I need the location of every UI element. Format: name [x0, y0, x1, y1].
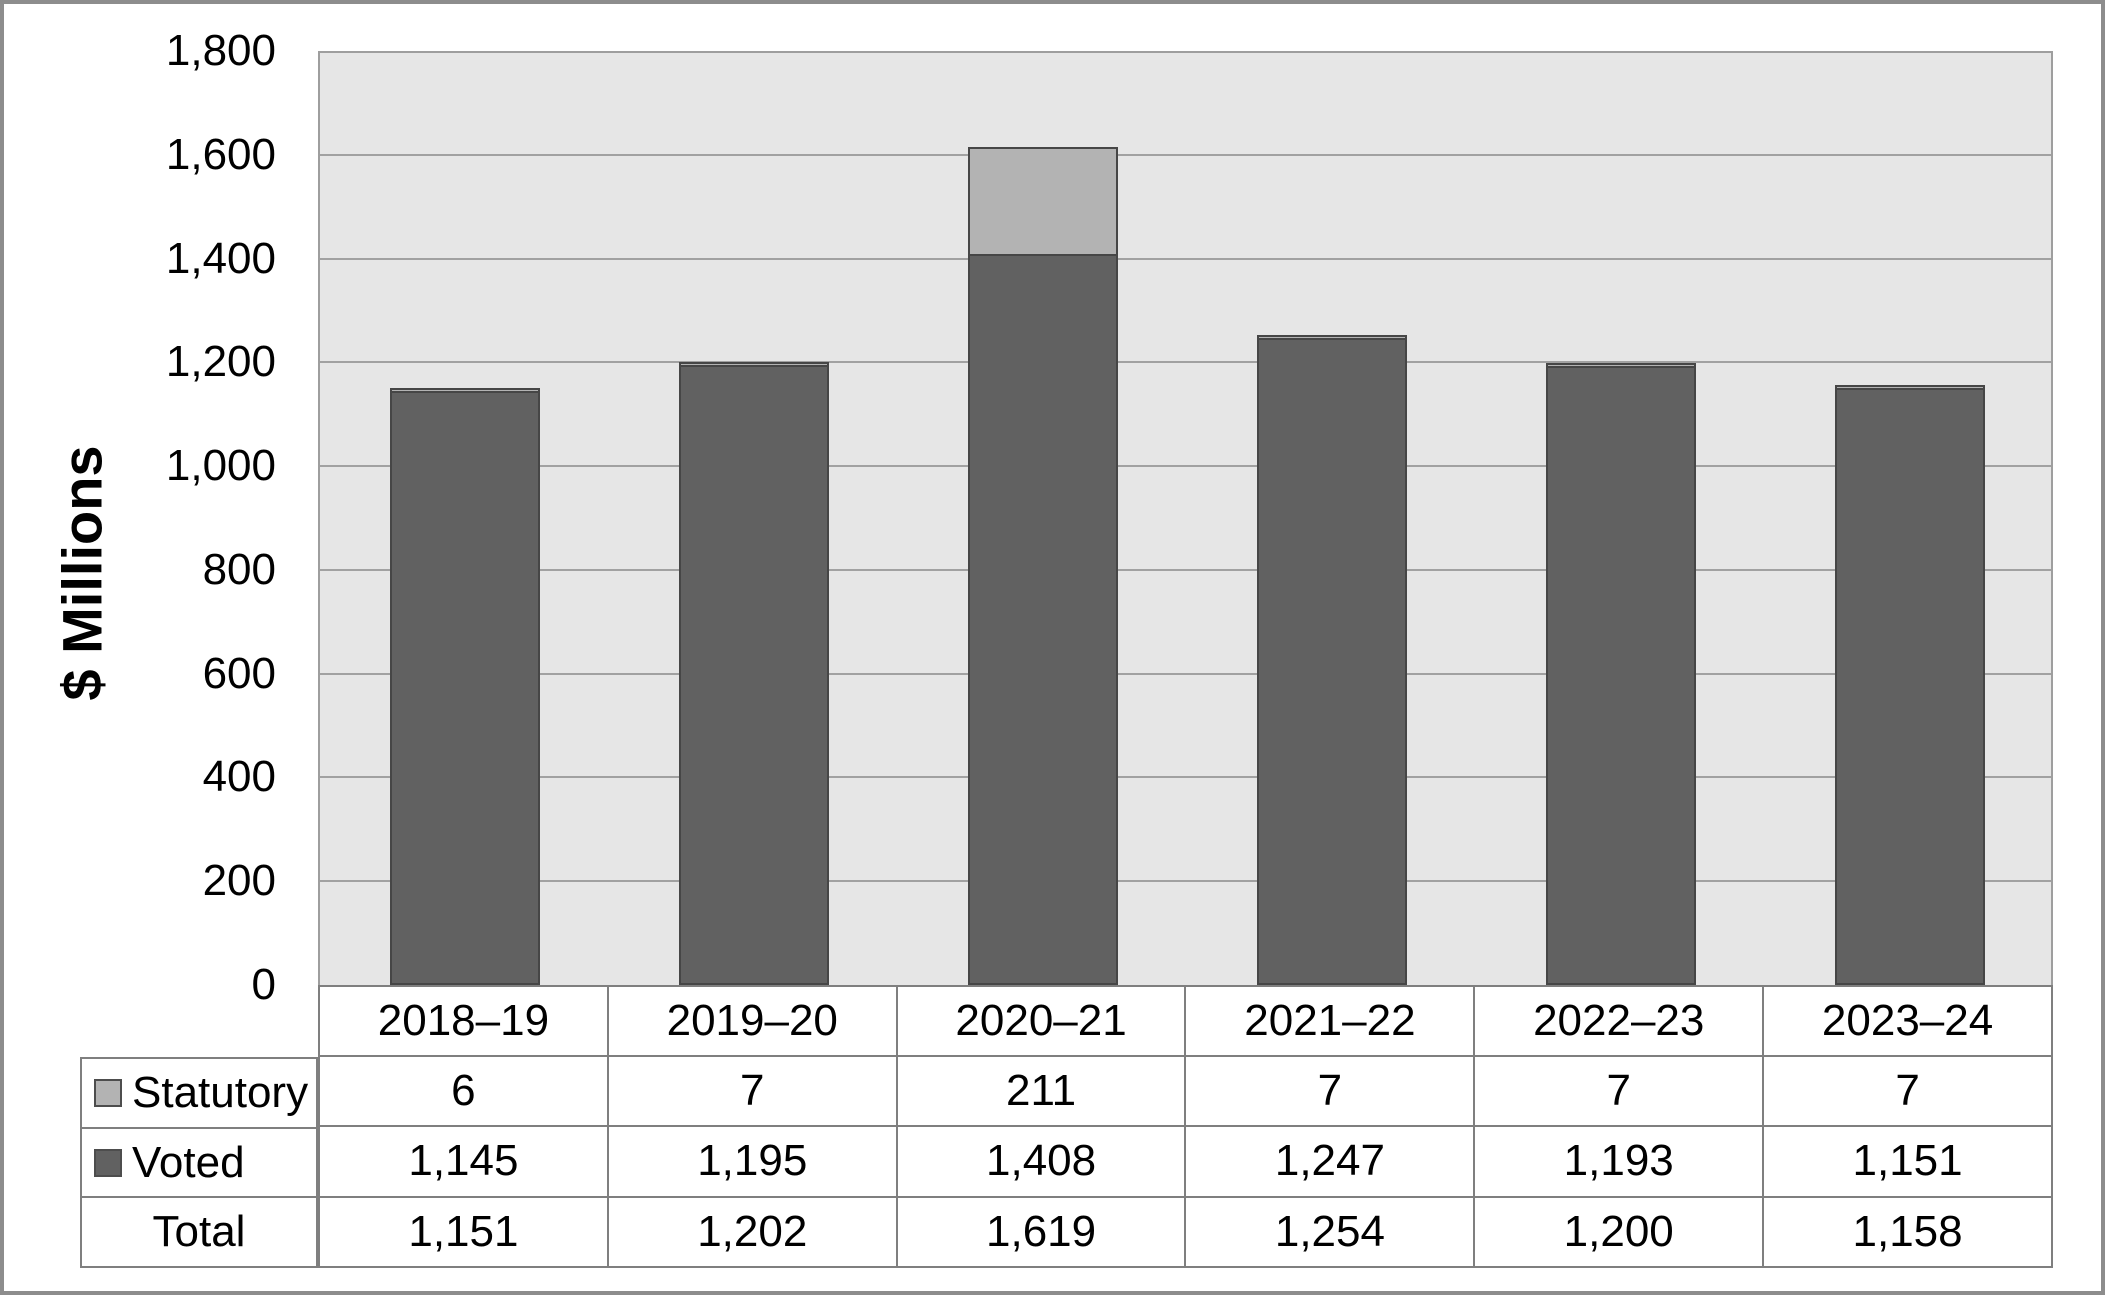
row-label-voted: Voted	[82, 1129, 316, 1199]
gridline-200	[320, 880, 2051, 883]
category-label-2018–19: 2018–19	[320, 987, 609, 1055]
table-legend-column: Statutory Voted Total	[80, 1057, 318, 1268]
x-axis-category-row: 2018–19 2019–20 2020–21 2021–22 2022–23 2023–…	[318, 985, 2053, 1057]
y-tick-label-0: 0	[251, 960, 276, 1009]
value-total-2019–20: 1,202	[609, 1197, 898, 1266]
value-statutory-2021–22: 7	[1186, 1057, 1476, 1126]
bar-segment-statutory-2020–21	[967, 147, 1118, 256]
value-voted-2021–22: 1,247	[1186, 1127, 1476, 1196]
value-voted-2020–21: 1,408	[898, 1127, 1187, 1196]
value-voted-2018–19: 1,145	[320, 1127, 609, 1196]
bar-segment-voted-2021–22	[1257, 338, 1408, 985]
y-tick-label-1,200: 1,200	[165, 337, 276, 387]
row-label-text: Voted	[132, 1137, 245, 1187]
bar-2022–23	[1546, 363, 1697, 985]
value-voted-2023–24: 1,151	[1852, 1136, 1963, 1186]
value-voted-2019–20: 1,195	[609, 1127, 898, 1196]
gridline-1000	[320, 465, 2051, 468]
y-tick-label-1,000: 1,000	[165, 441, 276, 491]
category-label-2019–20: 2019–20	[609, 987, 898, 1055]
y-tick-label-1,800: 1,800	[165, 26, 276, 75]
bar-2023–24	[1835, 385, 1986, 985]
table-row-total: 1,151 1,202 1,619 1,254 1,200 1,158	[320, 1197, 2051, 1266]
y-tick-label-800: 800	[202, 544, 276, 594]
value-total-2022–23: 1,200	[1475, 1197, 1765, 1266]
bar-2018–19	[389, 388, 540, 985]
gridline-1600	[320, 153, 2051, 156]
plot-area	[318, 51, 2053, 985]
gridline-1400	[320, 257, 2051, 260]
row-label-statutory: Statutory	[82, 1059, 316, 1129]
value-total-2023–24: 1,158	[1852, 1206, 1963, 1256]
bar-segment-voted-2020–21	[967, 254, 1118, 985]
y-tick-label-600: 600	[202, 648, 276, 698]
y-tick-label-1,400: 1,400	[165, 233, 276, 283]
value-total-2021–22: 1,254	[1186, 1197, 1476, 1266]
legend-swatch-voted-icon	[94, 1148, 122, 1177]
bar-2021–22	[1257, 335, 1408, 985]
y-tick-label-1,600: 1,600	[165, 129, 276, 179]
value-total-2018–19: 1,151	[320, 1197, 609, 1266]
value-total-2020–21: 1,619	[898, 1197, 1187, 1266]
table-row-voted: 1,145 1,195 1,408 1,247 1,193 1,151	[320, 1127, 2051, 1198]
category-label-2021–22: 2021–22	[1186, 987, 1476, 1055]
bar-segment-voted-2018–19	[389, 391, 540, 985]
bar-segment-voted-2019–20	[678, 365, 829, 985]
table-row-statutory: 6 7 211 7 7 7	[320, 1057, 2051, 1128]
value-statutory-2020–21: 211	[898, 1057, 1187, 1126]
value-statutory-2023–24: 7	[1895, 1066, 1920, 1116]
bar-segment-voted-2022–23	[1546, 366, 1697, 985]
value-voted-2022–23: 1,193	[1475, 1127, 1765, 1196]
gridline-1200	[320, 361, 2051, 364]
y-tick-label-400: 400	[202, 752, 276, 802]
category-label-2022–23: 2022–23	[1475, 987, 1765, 1055]
data-table: 6 7 211 7 7 7 1,145 1,195 1,408 1,247 1,193 1,151 1,…	[318, 1057, 2053, 1268]
row-label-text: Statutory	[132, 1067, 309, 1117]
category-label-2023–24: 2023–24	[1821, 996, 1994, 1045]
y-tick-label-200: 200	[202, 856, 276, 906]
row-label-total: Total	[82, 1198, 316, 1266]
bar-2020–21	[967, 147, 1118, 985]
value-statutory-2018–19: 6	[320, 1057, 609, 1126]
gridline-400	[320, 776, 2051, 779]
gridline-800	[320, 568, 2051, 571]
value-statutory-2019–20: 7	[609, 1057, 898, 1126]
bar-2019–20	[678, 362, 829, 985]
row-label-text: Total	[152, 1207, 246, 1257]
gridline-600	[320, 672, 2051, 675]
legend-swatch-statutory-icon	[94, 1078, 122, 1107]
value-statutory-2022–23: 7	[1475, 1057, 1765, 1126]
category-label-2020–21: 2020–21	[898, 987, 1187, 1055]
bar-segment-voted-2023–24	[1835, 388, 1986, 985]
